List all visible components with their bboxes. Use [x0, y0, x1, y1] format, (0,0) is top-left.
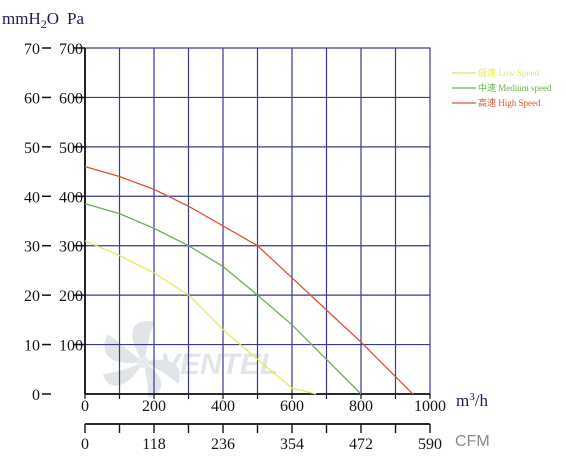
fan-icon	[103, 321, 180, 398]
y-right-tick-label: 700	[59, 41, 83, 58]
series-lines	[84, 165, 414, 395]
axes	[42, 47, 431, 433]
x-tick-label: 200	[142, 398, 166, 415]
cfm-tick-label: 0	[81, 436, 89, 453]
y-right-tick-label: 600	[59, 90, 83, 107]
y-left-tick-label: 50	[24, 140, 40, 157]
y-left-tick-label: 40	[24, 189, 40, 206]
y-right-tick-label: 300	[59, 239, 83, 256]
y-right-tick-label: 400	[59, 189, 83, 206]
legend-label: 低速 Low Speed	[478, 67, 539, 78]
x-bottom-unit-title: CFM	[455, 433, 490, 450]
tick-labels: 0 10 20 30 40 50 60 70 100 200 300 400 500 600 700 0 200…	[24, 41, 446, 453]
series-line	[84, 240, 317, 395]
x-top-unit-title: m3/h	[456, 391, 488, 410]
cfm-tick-label: 590	[418, 436, 442, 453]
watermark-text: VENTEL	[160, 348, 278, 381]
y-right-tick-label: 200	[59, 288, 83, 305]
x-tick-label: 600	[280, 398, 304, 415]
series-line	[84, 203, 362, 395]
y-left-unit-title: mmH2O	[2, 9, 59, 31]
y-left-tick-label: 20	[24, 288, 40, 305]
legend-label: 高速 High Speed	[478, 97, 541, 108]
cfm-tick-label: 236	[211, 436, 235, 453]
legend-label: 中速 Medium speed	[478, 82, 552, 93]
y-left-tick-label: 30	[24, 239, 40, 256]
y-right-tick-label: 100	[59, 338, 83, 355]
x-tick-label: 0	[81, 398, 89, 415]
cfm-tick-label: 354	[280, 436, 304, 453]
y-left-tick-label: 0	[32, 387, 40, 404]
watermark-logo: VENTEL	[103, 321, 278, 398]
y-right-tick-label: 500	[59, 140, 83, 157]
x-tick-label: 1000	[414, 398, 446, 415]
legend: 低速 Low Speed 中速 Medium speed 高速 High Speed	[452, 67, 552, 108]
cfm-tick-label: 118	[142, 436, 165, 453]
y-left-tick-label: 60	[24, 90, 40, 107]
x-tick-label: 800	[349, 398, 373, 415]
y-left-tick-label: 70	[24, 41, 40, 58]
y-right-unit-title: Pa	[67, 9, 84, 28]
cfm-tick-label: 472	[349, 436, 373, 453]
x-tick-label: 400	[211, 398, 235, 415]
series-line	[84, 165, 414, 395]
y-left-tick-label: 10	[24, 338, 40, 355]
plot-grid	[84, 47, 431, 395]
